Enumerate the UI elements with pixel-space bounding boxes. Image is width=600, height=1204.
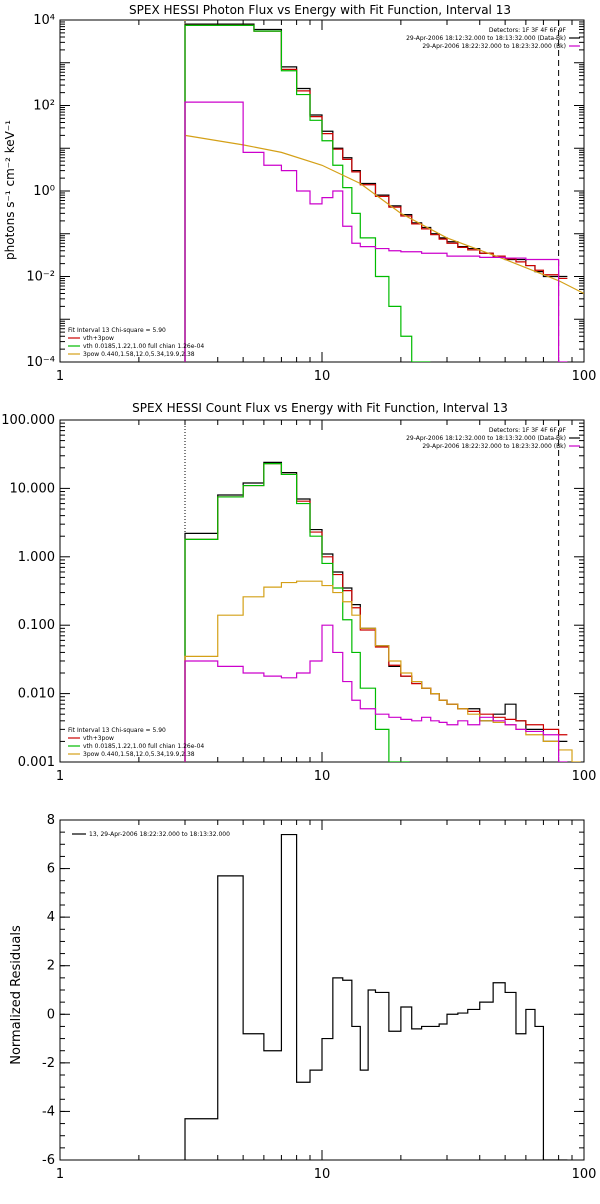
series-line [184, 463, 410, 762]
legend-entry: 3pow 0.440,1.58,12.0,5.34,19.9,2.38 [83, 751, 195, 758]
legend-entry: 13, 29-Apr-2006 18:22:32.000 to 18:13:32… [89, 831, 230, 838]
series-line [184, 461, 568, 762]
x-tick-label: 100 [572, 369, 597, 384]
x-tick-label: 1 [56, 1167, 64, 1182]
residuals-ylabel: Normalized Residuals [9, 925, 24, 1065]
x-tick-label: 1 [56, 369, 64, 384]
y-tick-label: 8 [47, 813, 55, 828]
series-group [184, 23, 584, 362]
legend-entry: 29-Apr-2006 18:22:32.000 to 18:23:32.000… [422, 43, 566, 50]
photon-flux-plot-area: 1 10 100 10⁻⁴ 10⁻² 10⁰ 10² 10⁴ Detectors: 1F 3F … [26, 13, 596, 384]
series-line [184, 134, 584, 295]
x-tick-label: 10 [314, 369, 331, 384]
y-tick-label: 6 [47, 862, 55, 877]
y-tick-label: 4 [47, 910, 55, 925]
x-tick-label: 10 [314, 1167, 331, 1182]
x-tick-label: 1 [56, 769, 64, 784]
y-tick-label: 1.000 [18, 550, 55, 565]
legend-entry: Fit Interval 13 Chi-square = 5.90 [68, 727, 166, 734]
y-tick-label: -6 [42, 1153, 55, 1168]
legend-entry: 29-Apr-2006 18:12:32.000 to 18:13:32.000… [406, 435, 566, 442]
y-tick-label: 0.001 [18, 755, 55, 770]
y-tick-label: 2 [47, 959, 55, 974]
y-tick-label: 10.000 [10, 481, 56, 496]
legend-entry: Detectors: 1F 3F 4F 6F 9F [489, 27, 567, 34]
y-tick-label: 10² [33, 99, 55, 114]
series-group [184, 461, 581, 762]
legend-entry: Detectors: 1F 3F 4F 6F 9F [489, 427, 567, 434]
series-line [184, 24, 431, 362]
legend-entry: 29-Apr-2006 18:22:32.000 to 18:23:32.000… [422, 443, 566, 450]
legend-entry: vth 0.0185,1.22,1.00 full chian 1.26e-04 [83, 343, 204, 350]
photon-flux-ylabel: photons s⁻¹ cm⁻² keV⁻¹ [3, 120, 17, 260]
x-tick-label: 100 [572, 769, 597, 784]
series-line [184, 24, 568, 362]
x-tick-label: 10 [314, 769, 331, 784]
y-tick-label: 10⁻² [26, 270, 55, 285]
series-line [184, 833, 568, 1160]
legend-entry: vth+3pow [83, 335, 114, 342]
legend-entry: vth 0.0185,1.22,1.00 full chian 1.26e-04 [83, 743, 204, 750]
count-flux-plot-area: 1 10 100 0.001 0.010 0.100 1.000 10.000 100.000 D… [1, 413, 596, 784]
y-tick-label: -4 [42, 1104, 55, 1119]
y-tick-label: 10⁰ [33, 184, 55, 199]
legend-entry: 3pow 0.440,1.58,12.0,5.34,19.9,2.38 [83, 351, 195, 358]
y-tick-label: 0 [47, 1007, 55, 1022]
legend-entry: vth+3pow [83, 735, 114, 742]
y-tick-label: 0.010 [18, 687, 55, 702]
axes-frame [59, 19, 585, 363]
residuals-panel: Normalized Residuals 1 10 100 -6 -4 -2 0 2 4 6 8 13… [9, 813, 596, 1182]
y-tick-label: -2 [42, 1056, 55, 1071]
x-tick-label: 100 [572, 1167, 597, 1182]
residuals-plot-area: 1 10 100 -6 -4 -2 0 2 4 6 8 13, 29-Apr-2006 18:22:3… [42, 813, 596, 1182]
series-line [184, 580, 581, 762]
series-group [184, 833, 568, 1160]
y-tick-label: 10⁻⁴ [26, 355, 55, 370]
y-tick-label: 10⁴ [33, 13, 55, 28]
legend-entry: 29-Apr-2006 18:12:32.000 to 18:13:32.000… [406, 35, 566, 42]
count-flux-panel: SPEX HESSI Count Flux vs Energy with Fit… [1, 401, 596, 784]
count-flux-title: SPEX HESSI Count Flux vs Energy with Fit… [132, 401, 508, 415]
y-tick-label: 100.000 [1, 413, 55, 428]
y-tick-label: 0.100 [18, 618, 55, 633]
series-line [184, 463, 568, 762]
series-line [184, 23, 568, 362]
legend-entry: Fit Interval 13 Chi-square = 5.90 [68, 327, 166, 334]
series-line [184, 624, 568, 762]
photon-flux-panel: SPEX HESSI Photon Flux vs Energy with Fi… [3, 3, 596, 384]
series-line [184, 101, 568, 362]
photon-flux-title: SPEX HESSI Photon Flux vs Energy with Fi… [129, 3, 511, 17]
